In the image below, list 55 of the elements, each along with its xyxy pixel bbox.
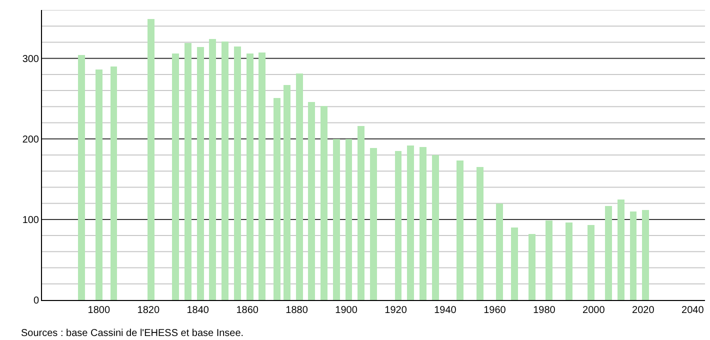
bar (546, 220, 553, 300)
bar (456, 160, 464, 300)
bar (565, 222, 572, 300)
bar (617, 199, 624, 300)
bar (370, 148, 377, 300)
y-tick-label: 100 (22, 214, 40, 226)
bar (222, 41, 229, 300)
bar (432, 155, 439, 300)
bar (110, 66, 118, 300)
bar (605, 206, 612, 300)
x-tick-label: 2020 (632, 305, 655, 316)
bar (496, 203, 504, 300)
bar (274, 98, 280, 300)
bar (308, 102, 316, 300)
source-note: Sources : base Cassini de l'EHESS et base Insee. (21, 328, 244, 339)
x-tick-label: 1820 (137, 305, 160, 316)
bar (320, 106, 328, 300)
bar (95, 70, 102, 300)
bar (358, 126, 365, 300)
x-tick-label: 1900 (335, 305, 358, 316)
bar (528, 234, 536, 300)
x-tick-label: 1920 (384, 305, 408, 316)
y-tick-label: 0 (33, 296, 40, 306)
bar (420, 146, 426, 300)
bar (345, 138, 352, 300)
x-tick-label: 1800 (88, 305, 110, 316)
bar (394, 150, 402, 300)
bar (511, 228, 518, 300)
bar (588, 225, 595, 300)
bar (209, 39, 216, 300)
bar (258, 52, 266, 300)
bar (332, 138, 340, 300)
bar (172, 54, 180, 300)
x-tick-label: 1840 (186, 305, 210, 316)
bar (184, 43, 192, 300)
bar (296, 74, 303, 300)
bar (642, 210, 650, 300)
x-tick-label: 1980 (533, 305, 556, 316)
x-tick-label: 1940 (434, 305, 457, 316)
x-tick-label: 1960 (484, 305, 506, 316)
x-tick-label: 1860 (236, 305, 259, 316)
bar (234, 46, 241, 300)
x-tick-label: 2040 (682, 305, 704, 316)
bar (78, 55, 86, 300)
bar (630, 211, 637, 300)
y-tick-label: 300 (22, 54, 40, 65)
bar (476, 167, 484, 300)
bar (196, 47, 204, 300)
x-tick-label: 2000 (582, 305, 606, 316)
bar (283, 84, 290, 300)
y-tick-label: 200 (22, 134, 40, 146)
bar (147, 18, 154, 300)
x-tick-label: 1880 (286, 305, 308, 316)
bar (246, 54, 254, 300)
bar (407, 145, 414, 300)
